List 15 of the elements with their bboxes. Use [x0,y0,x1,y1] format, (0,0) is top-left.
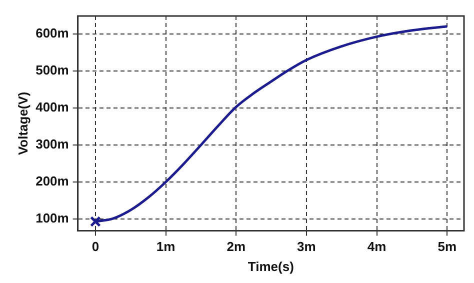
x-tick-label: 2m [226,239,246,254]
x-tick-label: 3m [297,239,316,254]
y-tick-label: 200m [36,174,69,189]
y-tick-label: 100m [36,210,69,226]
x-tick-label: 1m [156,239,176,254]
y-tick-label: 600m [36,26,69,41]
x-tick-label: 5m [438,239,457,254]
line-series [94,25,448,223]
x-tick-label: 4m [367,239,386,254]
y-tick-label: 300m [36,136,69,152]
y-axis-title: Voltage(V) [15,92,30,156]
x-axis-title: Time(s) [248,258,294,274]
x-tick-label: 0 [92,239,100,254]
y-tick-label: 400m [36,100,69,115]
y-tick-label: 500m [36,62,69,78]
